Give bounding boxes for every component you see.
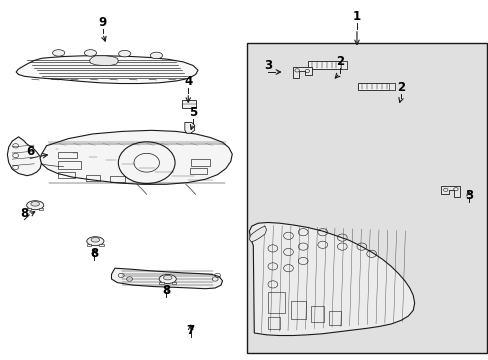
Polygon shape [89, 56, 118, 66]
Bar [189, 168, 206, 174]
Bar [190, 159, 210, 166]
Bar [357, 83, 394, 90]
Bar [388, 83, 394, 90]
Ellipse shape [163, 275, 172, 280]
Ellipse shape [119, 50, 131, 57]
Bar [87, 244, 91, 246]
Text: 6: 6 [26, 145, 34, 158]
Polygon shape [16, 56, 198, 84]
Bar [267, 317, 280, 329]
Bar [307, 61, 346, 69]
Polygon shape [249, 226, 266, 242]
Bar [58, 152, 77, 158]
Text: 2: 2 [396, 81, 404, 94]
Bar [27, 208, 31, 210]
Text: 8: 8 [20, 207, 28, 220]
Bar [328, 311, 340, 325]
Ellipse shape [91, 238, 100, 242]
Bar [267, 292, 285, 313]
Bar [290, 301, 305, 319]
Text: 3: 3 [264, 59, 271, 72]
Polygon shape [293, 67, 311, 78]
Text: 3: 3 [465, 189, 472, 202]
Ellipse shape [159, 274, 176, 284]
Bar [159, 282, 163, 284]
Bar [110, 176, 124, 182]
Ellipse shape [31, 202, 40, 206]
Text: 5: 5 [189, 106, 197, 119]
Text: 2: 2 [335, 55, 343, 68]
Polygon shape [7, 137, 41, 176]
Polygon shape [249, 222, 414, 336]
Bar [58, 161, 81, 169]
Polygon shape [440, 186, 459, 197]
Polygon shape [40, 130, 232, 184]
Bar [341, 61, 346, 69]
Text: 8: 8 [162, 284, 170, 297]
Bar [58, 172, 75, 178]
Bar [246, 43, 486, 353]
Ellipse shape [53, 50, 64, 56]
Polygon shape [184, 122, 194, 133]
Text: 9: 9 [99, 16, 106, 29]
Text: 4: 4 [184, 75, 192, 88]
Bar [99, 244, 103, 246]
Polygon shape [111, 268, 222, 289]
Polygon shape [182, 100, 195, 108]
Bar [310, 306, 324, 322]
Text: 8: 8 [90, 247, 98, 260]
Ellipse shape [150, 52, 162, 59]
Bar [39, 208, 43, 210]
Bar [85, 175, 100, 181]
Text: 1: 1 [352, 10, 360, 23]
Bar [171, 282, 176, 284]
Ellipse shape [84, 50, 96, 56]
Ellipse shape [26, 201, 43, 210]
Ellipse shape [87, 237, 104, 246]
Text: 7: 7 [186, 324, 194, 337]
